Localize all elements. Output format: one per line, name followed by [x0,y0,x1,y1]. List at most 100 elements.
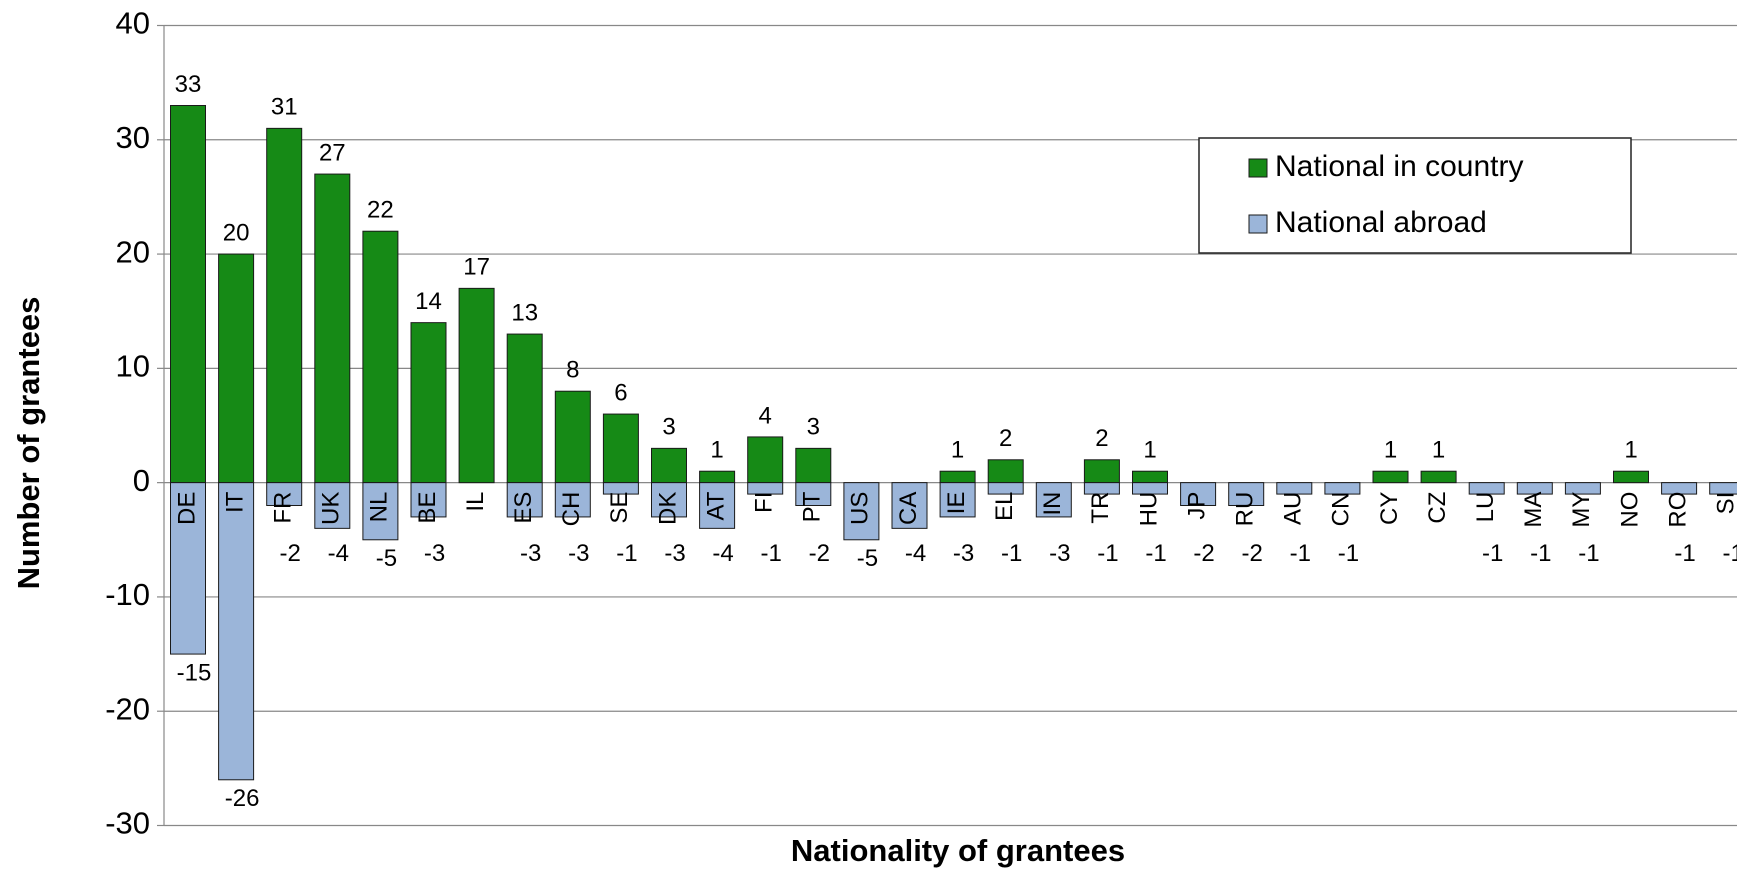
value-label: 2 [999,425,1012,452]
bar [218,482,255,781]
x-tick-label: US [847,492,874,525]
value-label: 31 [271,94,298,121]
bar [1516,482,1553,495]
bar [602,482,639,495]
bar [602,413,639,484]
bar [1564,482,1601,495]
bar [362,482,399,541]
x-tick-label: PT [799,491,826,522]
x-tick-label: IN [1039,492,1066,516]
bar [1324,482,1361,495]
bar [795,482,832,506]
value-label: -3 [1049,540,1070,567]
bar [651,482,687,518]
bar [891,482,928,529]
bar [1132,470,1168,484]
bar [1083,482,1120,495]
value-label: -1 [1578,540,1599,567]
bar [1468,482,1505,495]
value-label: -2 [809,540,830,567]
value-label: -2 [280,540,301,567]
bar [314,173,351,484]
bar [939,482,976,518]
value-label: 6 [614,379,627,406]
bar [1613,470,1649,484]
value-label: -2 [1242,540,1263,567]
value-label: -3 [664,540,685,567]
value-label: -5 [376,545,397,572]
y-axis-title: Number of grantees [11,297,46,590]
bar [699,482,736,529]
x-tick-label: NO [1616,492,1643,528]
value-label: 1 [951,437,964,464]
value-label: -4 [328,540,349,567]
bar [1132,482,1168,495]
bar [506,333,543,484]
value-label: 13 [511,299,538,326]
bar [218,253,255,484]
value-label: 20 [223,219,250,246]
bar [699,470,736,484]
bar [1228,482,1265,506]
bar [506,482,543,518]
x-tick-label: UK [318,492,345,525]
x-tick-label: FR [270,492,297,524]
value-label: 3 [807,414,820,441]
value-label: 2 [1095,425,1108,452]
value-label: -1 [1145,540,1166,567]
bar [987,459,1024,484]
value-label: 14 [415,288,442,315]
bar [939,470,976,484]
y-tick-label: 0 [133,463,150,498]
value-label: -1 [761,540,782,567]
x-tick-label: FI [751,492,778,513]
bar [410,322,447,484]
x-tick-label: JP [1183,492,1210,520]
value-label: -5 [857,545,878,572]
bar [747,436,784,484]
bar [362,230,399,484]
bar [795,447,832,484]
x-tick-label: CN [1328,492,1355,527]
value-label: 3 [662,414,675,441]
bar [266,482,303,506]
value-label: -1 [1530,540,1551,567]
x-tick-label: HU [1135,492,1162,527]
x-axis-title: Nationality of grantees [791,833,1125,868]
value-label: -3 [424,540,445,567]
value-label: -1 [1290,540,1311,567]
value-label: 17 [463,254,490,281]
x-tick-label: BE [414,492,441,524]
x-tick-label: IL [462,492,489,512]
value-label: -1 [1674,540,1695,567]
value-label: -2 [1193,540,1214,567]
bar [458,287,495,484]
x-tick-label: MA [1520,492,1547,528]
bar [1372,470,1409,484]
value-label: -1 [616,540,637,567]
bar [554,482,591,518]
value-label: 1 [1143,437,1156,464]
y-tick-label: -20 [105,691,150,726]
bar [554,390,591,484]
value-label: 22 [367,197,394,224]
x-tick-label: AT [702,491,729,520]
y-tick-label: 10 [116,349,150,384]
bar [843,482,880,541]
value-label: -1 [1482,540,1503,567]
bar [1180,482,1217,506]
bar [266,127,303,484]
bar [1083,459,1120,484]
x-tick-label: DE [173,492,200,525]
value-label: 4 [759,402,772,429]
value-label: -26 [225,785,260,812]
value-label: 1 [1624,437,1637,464]
bar [747,482,784,495]
value-label: 1 [1432,437,1445,464]
bar [987,482,1024,495]
y-tick-label: 40 [116,6,150,41]
value-label: -1 [1723,540,1737,567]
x-tick-label: DK [654,492,681,525]
bar [170,105,206,484]
